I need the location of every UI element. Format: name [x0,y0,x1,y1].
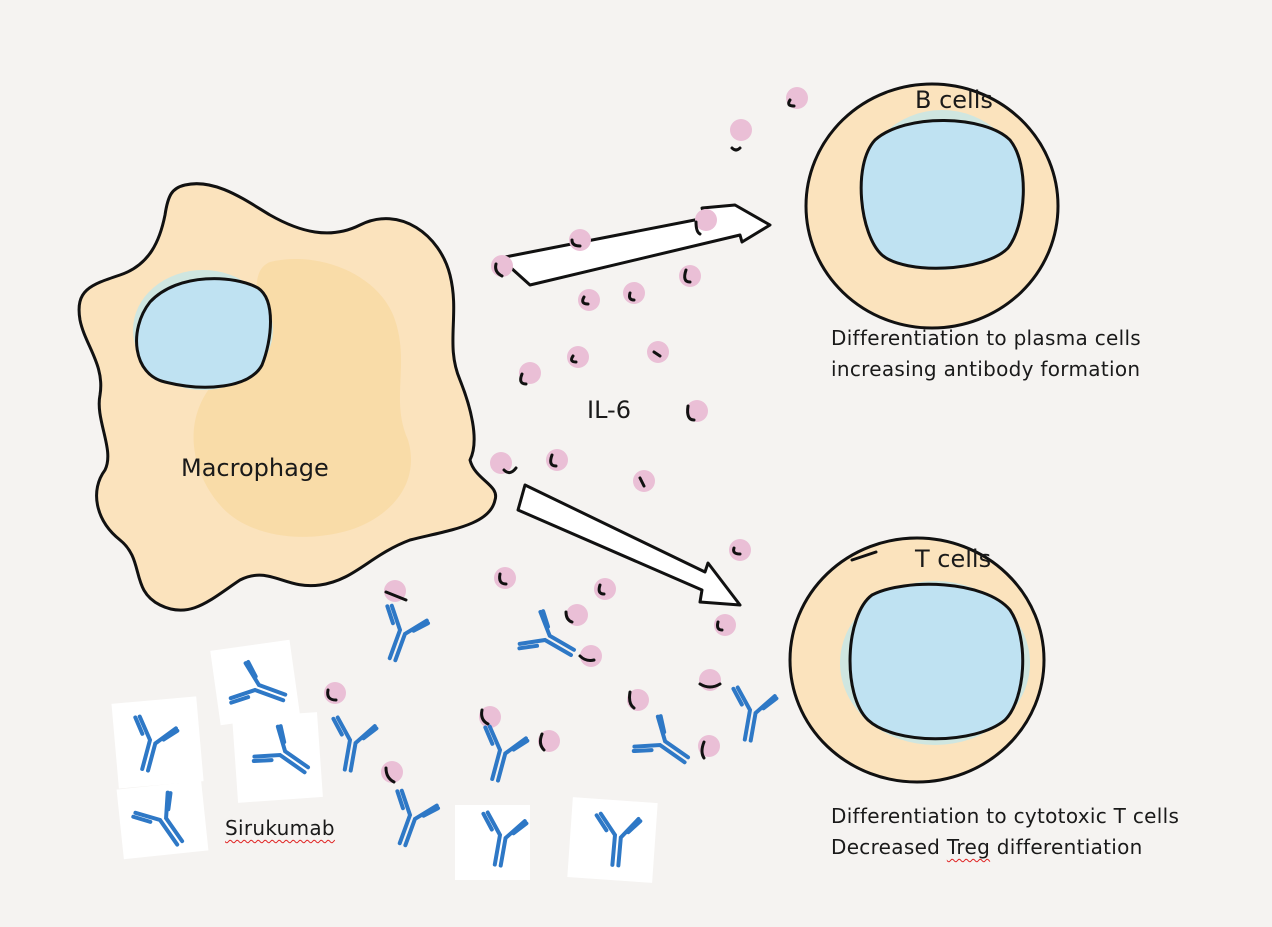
antibody-icon [323,714,380,776]
antibody-icon [378,787,442,854]
b-cell-effect-caption: Differentiation to plasma cells increasi… [831,323,1141,385]
t-cell-effect-caption: Differentiation to cytotoxic T cells Dec… [831,801,1179,863]
antibody-card [567,797,658,883]
antibody-card [116,780,209,860]
t-cell-membrane-mark [850,550,878,562]
b-cell-effect-line1: Differentiation to plasma cells [831,326,1142,350]
b-cell-nucleus [859,119,1025,270]
il6-particle [381,761,403,783]
macrophage-label: Macrophage [181,454,329,482]
antibody-card [455,805,530,880]
b-cell-effect-line2: increasing antibody formation [831,357,1141,381]
il6-particle [538,730,560,752]
macrophage-cell [77,182,498,612]
b-cell [804,82,1060,330]
il6-particle [580,645,602,667]
il6-particles [324,87,808,783]
il6-particle [786,87,808,109]
antibody-icon [470,723,531,788]
il6-particle [647,341,669,363]
sirukumab-antibodies [111,602,780,883]
t-effect-decreased: Decreased [831,835,941,859]
il6-particle [578,289,600,311]
il6-particle [730,119,752,141]
t-cell [788,536,1046,784]
antibody-card [232,712,323,803]
macrophage-nucleus [135,277,272,389]
antibody-icon [630,711,701,781]
il6-particle-marks [326,98,796,784]
il6-particle [494,567,516,589]
b-cells-label: B cells [915,86,993,114]
t-cell-nucleus [848,582,1025,741]
il6-particle [633,470,655,492]
il6-particle [490,452,512,474]
arrow-to-t-cells [516,483,742,607]
arrow-to-b-cells [498,203,772,287]
sirukumab-label: Sirukumab [225,813,335,844]
il6-particle [729,539,751,561]
t-effect-treg: Treg [946,835,991,859]
antibody-icon [723,684,780,746]
sirukumab-text: Sirukumab [225,816,335,840]
antibody-icon [368,602,432,669]
il6-particle [566,604,588,626]
il6-label: IL-6 [587,396,631,424]
t-cell-effect-line1: Differentiation to cytotoxic T cells [831,804,1180,828]
il6-particle [695,209,717,231]
t-cells-label: T cells [915,545,992,573]
t-cell-effect-line2: Decreased Treg differentiation [831,832,1179,863]
il6-particle [519,362,541,384]
il6-particle [679,265,701,287]
il6-particle [594,578,616,600]
t-effect-differentiation: differentiation [996,835,1143,859]
macrophage-inner-region [193,259,411,537]
il6-particle [686,400,708,422]
il6-particle [567,346,589,368]
